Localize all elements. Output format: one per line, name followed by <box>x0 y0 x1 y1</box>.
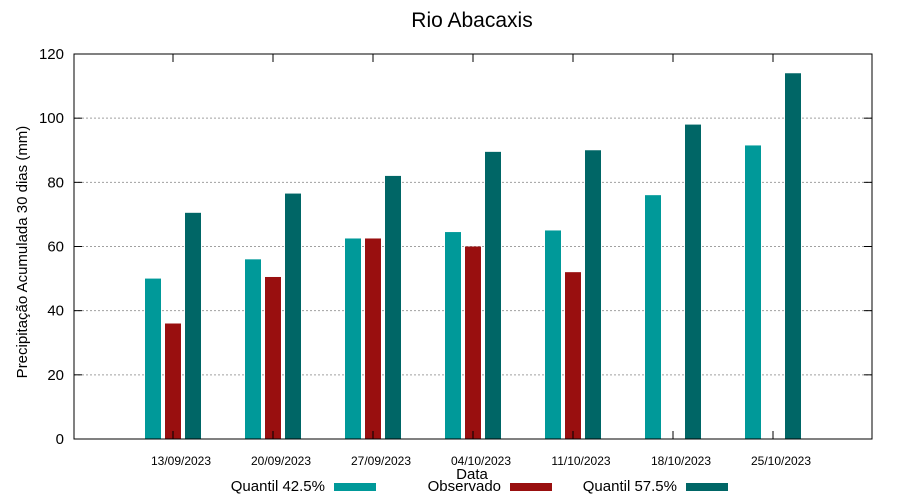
legend-swatch <box>334 483 376 491</box>
bar-observado-3 <box>465 246 481 439</box>
y-tick-label: 80 <box>47 174 64 191</box>
bar-quantil-42-5--4 <box>545 230 561 439</box>
chart-title: Rio Abacaxis <box>411 9 532 32</box>
x-axis-label: Data <box>456 466 488 483</box>
y-tick-label: 0 <box>56 431 64 448</box>
bar-observado-1 <box>265 276 281 439</box>
y-tick-label: 60 <box>47 239 64 256</box>
bar-quantil-42-5--3 <box>445 232 461 439</box>
bar-quantil-57-5--6 <box>785 73 801 439</box>
legend-swatch <box>686 483 728 491</box>
x-tick-label: 18/10/2023 <box>651 454 711 468</box>
bar-quantil-57-5--0 <box>185 212 201 439</box>
bar-quantil-42-5--1 <box>245 259 261 439</box>
bar-quantil-57-5--4 <box>585 150 601 439</box>
x-tick-label: 04/10/2023 <box>451 454 511 468</box>
y-tick-label: 100 <box>39 110 64 127</box>
legend-label: Quantil 42.5% <box>231 478 325 495</box>
bar-observado-2 <box>365 238 381 439</box>
legend: Quantil 42.5% Observado Quantil 57.5% <box>231 478 728 495</box>
x-tick-label: 25/10/2023 <box>751 454 811 468</box>
grid-layer <box>74 117 872 376</box>
x-tick-label: 27/09/2023 <box>351 454 411 468</box>
ticks-layer: 0 20 40 60 80 100 120 13/09/2023 20/09/2023 27/09… <box>39 46 872 468</box>
x-tick-label: 20/09/2023 <box>251 454 311 468</box>
bar-observado-4 <box>565 272 581 439</box>
legend-swatch <box>510 483 552 491</box>
x-tick-label: 13/09/2023 <box>151 454 211 468</box>
bar-observado-0 <box>165 323 181 439</box>
bar-quantil-57-5--1 <box>285 193 301 439</box>
bar-quantil-57-5--2 <box>385 175 401 439</box>
bar-quantil-42-5--6 <box>745 145 761 439</box>
bar-quantil-42-5--0 <box>145 278 161 439</box>
x-tick-label: 11/10/2023 <box>551 454 610 468</box>
y-tick-label: 20 <box>47 367 64 384</box>
bar-quantil-42-5--2 <box>345 238 361 439</box>
y-axis-label: Precipitação Acumulada 30 dias (mm) <box>14 126 31 379</box>
legend-label: Quantil 57.5% <box>583 478 677 495</box>
bar-quantil-57-5--3 <box>485 151 501 439</box>
bar-quantil-42-5--5 <box>645 195 661 439</box>
bar-quantil-57-5--5 <box>685 124 701 439</box>
bars-layer <box>145 73 801 439</box>
y-tick-label: 120 <box>39 46 64 63</box>
legend-label: Observado <box>428 478 501 495</box>
y-tick-label: 40 <box>47 303 64 320</box>
